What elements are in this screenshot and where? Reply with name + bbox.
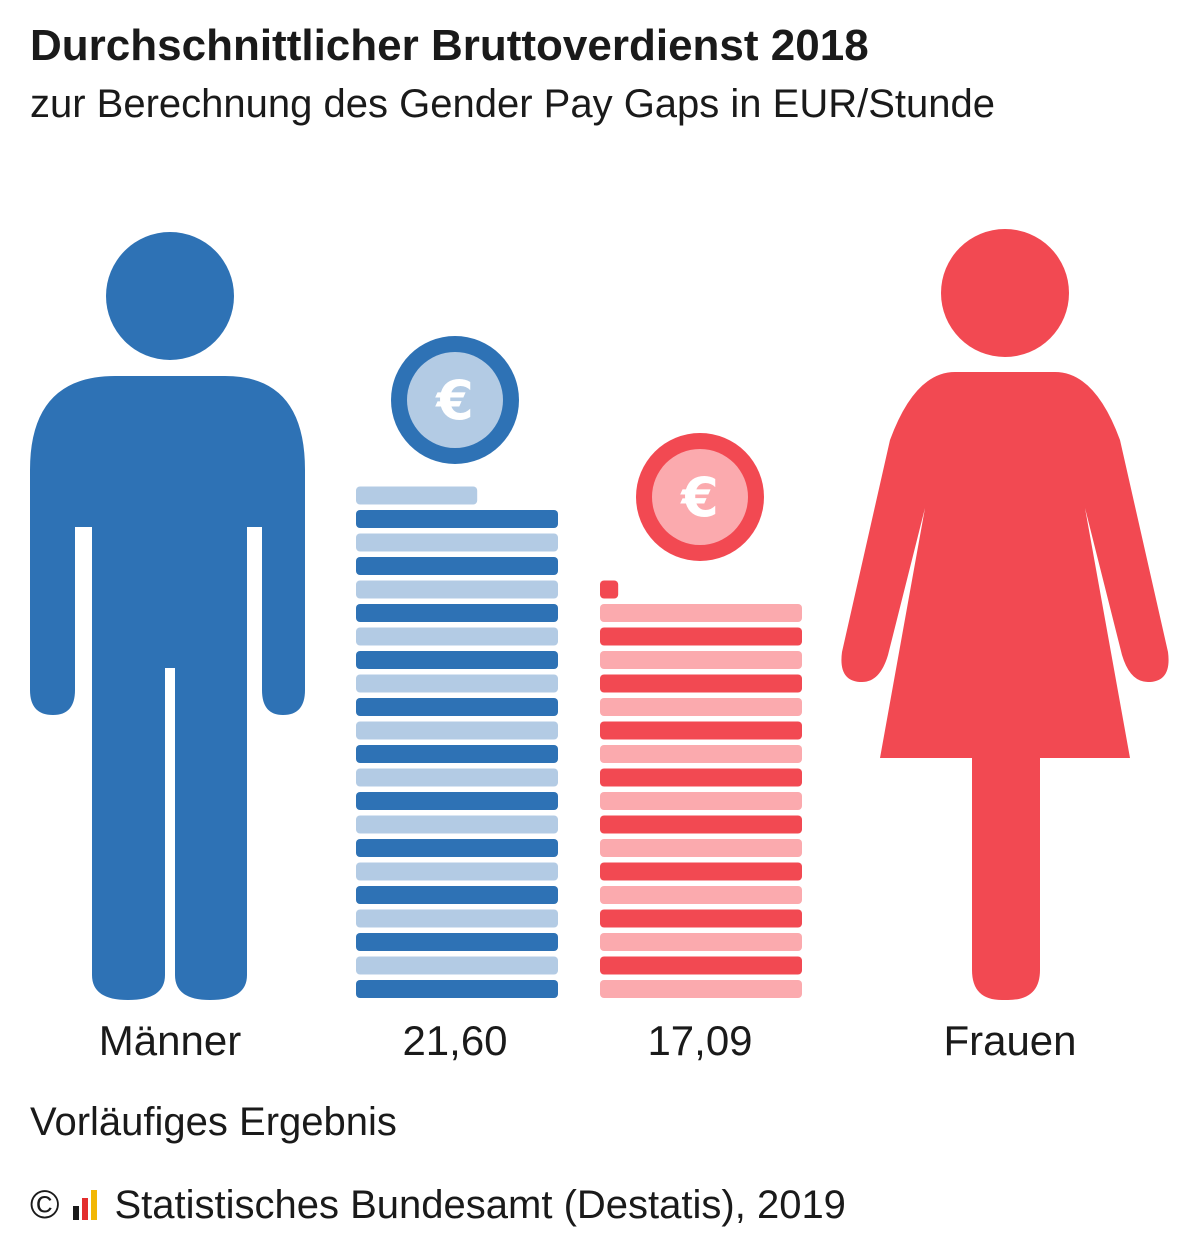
category-label-men: Männer bbox=[98, 1017, 242, 1064]
value-label-men: 21,60 bbox=[402, 1017, 508, 1064]
preliminary-note: Vorläufiges Ergebnis bbox=[30, 1100, 397, 1144]
women-coin-5 bbox=[600, 886, 802, 904]
destatis-logo-icon bbox=[73, 1190, 100, 1220]
women-coin-17 bbox=[600, 604, 802, 622]
coin-stack-women bbox=[600, 580, 802, 998]
women-coin-12 bbox=[600, 721, 802, 740]
men-coin-17 bbox=[356, 604, 558, 622]
women-coin-14 bbox=[600, 674, 802, 693]
men-coin-22 bbox=[356, 486, 478, 505]
value-label-women: 17,09 bbox=[647, 1017, 753, 1064]
women-coin-15 bbox=[600, 651, 802, 669]
men-coin-15 bbox=[356, 651, 558, 669]
women-coin-1 bbox=[600, 980, 802, 998]
women-coin-18 bbox=[600, 580, 619, 599]
women-coin-7 bbox=[600, 839, 802, 857]
men-coin-4 bbox=[356, 909, 558, 928]
women-coin-9 bbox=[600, 792, 802, 810]
women-coin-16 bbox=[600, 627, 802, 646]
woman-figure-icon bbox=[841, 229, 1169, 1000]
men-coin-12 bbox=[356, 721, 558, 740]
euro-coin-women-icon: € bbox=[636, 433, 764, 561]
men-coin-21 bbox=[356, 510, 558, 528]
man-figure-icon bbox=[30, 232, 305, 1000]
women-coin-13 bbox=[600, 698, 802, 716]
men-coin-11 bbox=[356, 745, 558, 763]
women-coin-11 bbox=[600, 745, 802, 763]
men-coin-19 bbox=[356, 557, 558, 575]
men-coin-13 bbox=[356, 698, 558, 716]
copyright-symbol: © bbox=[30, 1183, 60, 1227]
women-coin-6 bbox=[600, 862, 802, 881]
men-coin-16 bbox=[356, 627, 558, 646]
source-line: © Statistisches Bundesamt (Destatis), 20… bbox=[30, 1185, 846, 1225]
men-coin-5 bbox=[356, 886, 558, 904]
women-coin-3 bbox=[600, 933, 802, 951]
men-coin-6 bbox=[356, 862, 558, 881]
category-label-women: Frauen bbox=[943, 1017, 1077, 1064]
women-coin-4 bbox=[600, 909, 802, 928]
women-coin-10 bbox=[600, 768, 802, 787]
source-text: Statistisches Bundesamt (Destatis), 2019 bbox=[114, 1183, 846, 1227]
men-coin-8 bbox=[356, 815, 558, 834]
women-coin-8 bbox=[600, 815, 802, 834]
men-coin-2 bbox=[356, 956, 558, 975]
men-coin-1 bbox=[356, 980, 558, 998]
men-coin-7 bbox=[356, 839, 558, 857]
men-coin-14 bbox=[356, 674, 558, 693]
men-coin-10 bbox=[356, 768, 558, 787]
men-coin-3 bbox=[356, 933, 558, 951]
men-coin-18 bbox=[356, 580, 558, 599]
coin-stack-men bbox=[356, 486, 558, 998]
women-coin-2 bbox=[600, 956, 802, 975]
chart-subtitle: zur Berechnung des Gender Pay Gaps in EU… bbox=[30, 82, 995, 126]
men-coin-20 bbox=[356, 533, 558, 552]
svg-text:€: € bbox=[679, 466, 719, 529]
svg-text:€: € bbox=[434, 369, 474, 432]
euro-coin-men-icon: € bbox=[391, 336, 519, 464]
men-coin-9 bbox=[356, 792, 558, 810]
chart-title: Durchschnittlicher Bruttoverdienst 2018 bbox=[30, 21, 869, 70]
